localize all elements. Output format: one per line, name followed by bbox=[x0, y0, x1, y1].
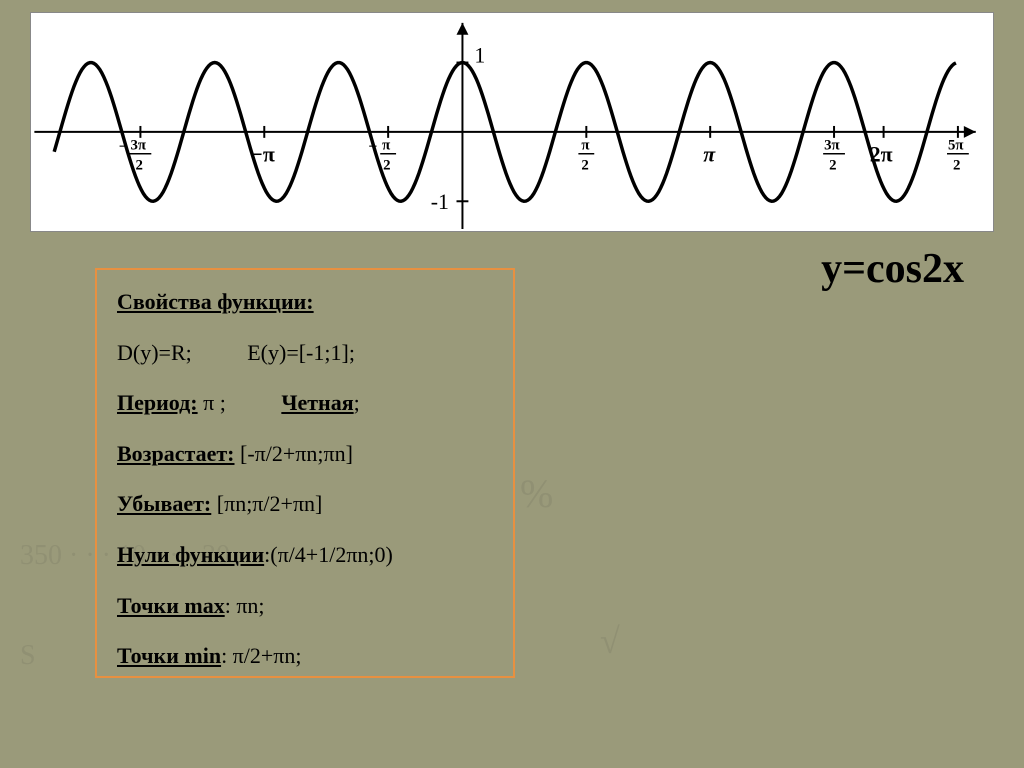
svg-text:2: 2 bbox=[829, 158, 836, 174]
svg-text:2: 2 bbox=[383, 158, 390, 174]
properties-title: Свойства функции: bbox=[117, 288, 493, 317]
svg-text:2: 2 bbox=[135, 158, 142, 174]
max-value: : πn; bbox=[225, 593, 265, 618]
svg-text:π: π bbox=[703, 143, 716, 167]
bg-decoration: √ bbox=[600, 620, 620, 662]
svg-text:3π: 3π bbox=[824, 138, 840, 154]
min-value: : π/2+πn; bbox=[221, 643, 301, 668]
zeros-line: Нули функции:(π/4+1/2πn;0) bbox=[117, 541, 493, 570]
cosine-graph: 1 -1 − 3π 2 −π − π 2 π 2 bbox=[30, 12, 994, 232]
svg-text:2: 2 bbox=[953, 158, 960, 174]
properties-box: Свойства функции: D(y)=R; E(y)=[-1;1]; П… bbox=[95, 268, 515, 678]
svg-text:-1: -1 bbox=[431, 190, 449, 214]
period-label: Период: bbox=[117, 390, 198, 415]
parity-label: Четная bbox=[281, 390, 353, 415]
min-label: Точки min bbox=[117, 643, 221, 668]
increasing-value: [-π/2+πn;πn] bbox=[240, 441, 353, 466]
svg-text:5π: 5π bbox=[948, 138, 964, 154]
domain-value: D(y)=R; bbox=[117, 340, 192, 365]
period-parity-line: Период: π ; Четная; bbox=[117, 389, 493, 418]
max-line: Точки max: πn; bbox=[117, 592, 493, 621]
graph-svg: 1 -1 − 3π 2 −π − π 2 π 2 bbox=[31, 13, 993, 231]
parity-value: ; bbox=[354, 390, 360, 415]
props-title-text: Свойства функции: bbox=[117, 289, 314, 314]
zeros-value: :(π/4+1/2πn;0) bbox=[264, 542, 393, 567]
min-line: Точки min: π/2+πn; bbox=[117, 642, 493, 671]
zeros-label: Нули функции bbox=[117, 542, 264, 567]
svg-text:3π: 3π bbox=[131, 138, 147, 154]
decreasing-line: Убывает: [πn;π/2+πn] bbox=[117, 490, 493, 519]
svg-text:2: 2 bbox=[581, 158, 588, 174]
domain-range-line: D(y)=R; E(y)=[-1;1]; bbox=[117, 339, 493, 368]
range-value: E(y)=[-1;1]; bbox=[247, 340, 355, 365]
increasing-line: Возрастает: [-π/2+πn;πn] bbox=[117, 440, 493, 469]
period-value: π ; bbox=[203, 390, 226, 415]
max-label: Точки max bbox=[117, 593, 225, 618]
svg-text:1: 1 bbox=[474, 44, 485, 68]
svg-text:π: π bbox=[382, 138, 390, 154]
function-formula: y=cos2x bbox=[821, 245, 964, 293]
decreasing-value: [πn;π/2+πn] bbox=[217, 491, 323, 516]
bg-decoration: % bbox=[520, 470, 553, 517]
decreasing-label: Убывает: bbox=[117, 491, 211, 516]
increasing-label: Возрастает: bbox=[117, 441, 235, 466]
bg-decoration: S bbox=[20, 640, 36, 672]
svg-text:π: π bbox=[581, 138, 589, 154]
